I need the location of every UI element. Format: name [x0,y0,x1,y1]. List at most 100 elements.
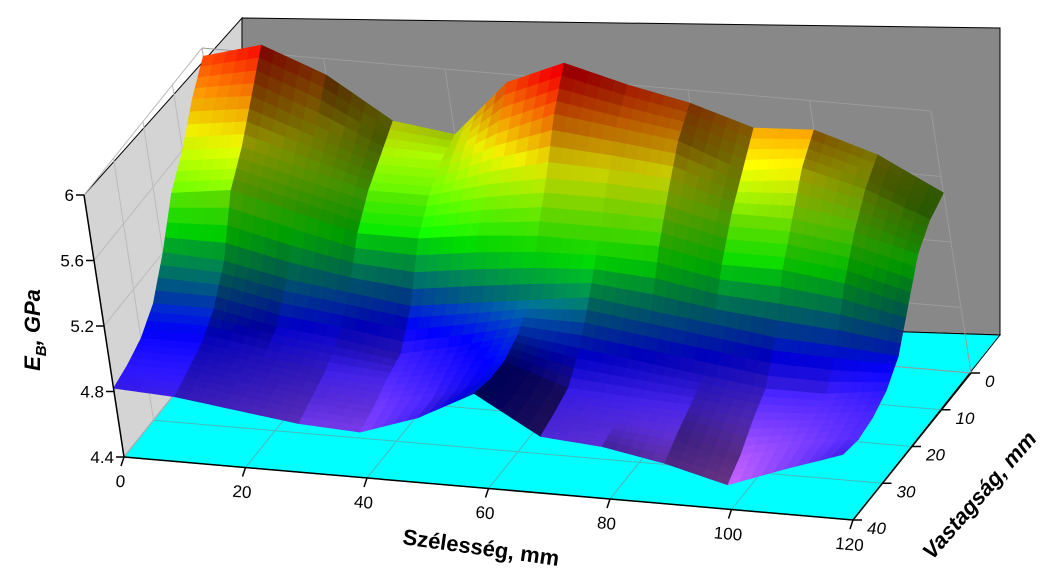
surface-patch [348,277,364,296]
surface-patch [365,249,381,268]
surface-patch [451,236,467,255]
surface-patch [766,285,782,305]
surface-patch [560,147,576,166]
x-tick-label: 0 [115,472,126,492]
x-tick-label: 60 [475,503,496,524]
surface-patch [604,183,620,201]
surface-patch [592,182,608,199]
x-tick-label: 80 [596,513,617,534]
surface-patch [562,132,578,151]
surface-patch [593,255,609,272]
surface-patch [545,252,561,270]
y-tick-label: 20 [925,446,945,465]
surface-patch [752,299,768,319]
surface-patch [750,315,766,336]
surface-patch [815,294,831,314]
surface-patch [169,192,184,209]
surface-patch [778,286,794,307]
surface-patch [204,190,220,209]
surface-patch [626,289,642,309]
surface-patch [584,151,600,169]
surface-patch [725,311,741,331]
surface-patch [564,116,580,136]
surface-patch [162,237,178,255]
surface-patch [377,250,393,270]
surface-patch [879,363,896,375]
surface-patch [638,292,654,312]
surface-patch [389,252,405,271]
surface-patch [367,234,383,252]
x-tick [606,498,611,509]
surface-patch [764,301,780,322]
surface-patch [548,146,564,165]
surface-patch [352,247,368,266]
surface-patch [398,286,414,307]
surface-patch [590,196,606,213]
surface-patch [288,245,304,266]
x-axis-title: Szélesség, mm [401,524,561,570]
surface-patch [422,287,437,307]
surface-patch [410,288,426,307]
surface-patch [588,211,604,228]
surface-patch [460,269,475,288]
surface-patch [642,260,658,280]
surface-patch [653,278,669,299]
surface-patch [776,303,792,324]
surface-patch [373,282,389,302]
surface-patch [400,270,415,290]
surface-patch [848,332,864,351]
y-tick-label: 10 [956,409,975,428]
surface-patch [863,320,879,339]
surface-patch [363,264,379,283]
surface-patch [570,164,586,182]
z-tick-label: 5.2 [70,317,94,336]
surface-patch [511,235,527,253]
z-axis-title-rest: , GPa [20,289,45,346]
surface-patch [385,284,401,304]
surface-patch [731,265,747,284]
surface-patch [620,243,636,261]
surface-patch [613,127,629,145]
surface-patch [505,284,521,302]
surface-patch [824,328,840,347]
surface-patch [402,253,417,273]
surface-patch [350,262,366,281]
x-tick [727,509,733,519]
surface-patch [551,113,568,133]
z-tick-label: 5.6 [60,252,84,271]
surface-patch [713,309,729,328]
surface-patch [557,253,573,270]
surface-patch [446,286,461,305]
surface-patch [495,268,511,286]
surface-patch [688,303,704,322]
surface-patch [775,320,790,340]
x-tick [241,467,247,477]
x-tick-label: 20 [232,482,253,503]
surface-patch [603,270,619,289]
surface-patch [616,272,632,291]
surface-patch [176,223,192,241]
surface-patch [458,286,473,305]
x-tick [849,519,854,530]
surface-patch [539,206,555,224]
surface-patch [434,287,449,306]
surface-patch [675,300,692,320]
surface-patch [595,241,611,258]
surface-patch [640,276,656,296]
surface-patch [448,269,463,288]
x-tick [363,477,368,488]
z-axis-title-sub: B [33,345,50,356]
surface-patch [438,253,453,272]
surface-patch [424,270,439,290]
surface-patch [663,297,679,317]
surface-patch [519,267,535,286]
surface-patch [543,268,559,285]
surface-patch [605,256,622,274]
surface-patch [485,252,501,270]
surface-patch [403,237,419,256]
surface-patch [531,267,547,285]
surface-patch [535,235,551,254]
surface-patch [608,242,624,259]
surface-patch [602,197,618,215]
